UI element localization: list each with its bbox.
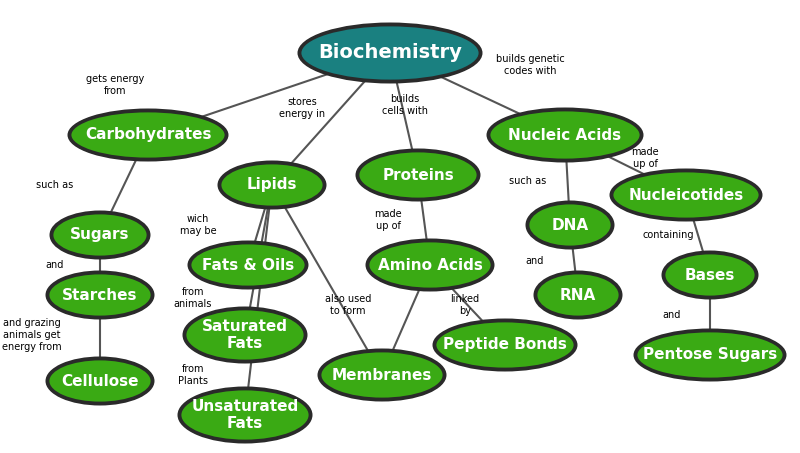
Text: Nucleicotides: Nucleicotides	[628, 188, 744, 202]
Text: Proteins: Proteins	[382, 168, 454, 183]
Ellipse shape	[50, 211, 150, 260]
Text: from
Plants: from Plants	[178, 364, 208, 386]
Text: Sugars: Sugars	[70, 227, 130, 242]
Ellipse shape	[433, 318, 578, 371]
Ellipse shape	[435, 321, 575, 369]
Ellipse shape	[218, 160, 326, 209]
Text: Fats & Oils: Fats & Oils	[202, 257, 294, 273]
Ellipse shape	[528, 203, 612, 247]
Text: Biochemistry: Biochemistry	[318, 43, 462, 63]
Text: Membranes: Membranes	[332, 367, 432, 382]
Text: Carbohydrates: Carbohydrates	[85, 127, 211, 143]
Text: and: and	[526, 256, 544, 266]
Ellipse shape	[318, 348, 446, 401]
Text: Starches: Starches	[62, 288, 138, 303]
Ellipse shape	[298, 23, 482, 83]
Ellipse shape	[536, 273, 620, 317]
Text: Unsaturated
Fats: Unsaturated Fats	[191, 399, 298, 431]
Ellipse shape	[52, 213, 148, 257]
Ellipse shape	[526, 201, 614, 250]
Text: DNA: DNA	[551, 217, 589, 232]
Ellipse shape	[300, 25, 480, 81]
Ellipse shape	[46, 270, 154, 319]
Text: stores
energy in: stores energy in	[279, 97, 325, 119]
Ellipse shape	[634, 328, 786, 381]
Text: linked
by: linked by	[450, 294, 479, 316]
Ellipse shape	[355, 149, 481, 202]
Ellipse shape	[366, 238, 494, 291]
Text: also used
to form: also used to form	[325, 294, 371, 316]
Text: Pentose Sugars: Pentose Sugars	[643, 347, 777, 362]
Text: Cellulose: Cellulose	[62, 374, 138, 389]
Ellipse shape	[662, 251, 758, 299]
Ellipse shape	[489, 110, 641, 160]
Text: made
up of: made up of	[374, 209, 402, 231]
Ellipse shape	[320, 351, 444, 399]
Text: builds
cells with: builds cells with	[382, 94, 428, 116]
Ellipse shape	[486, 107, 643, 163]
Text: Amino Acids: Amino Acids	[378, 257, 482, 273]
Text: Lipids: Lipids	[246, 178, 298, 193]
Text: Peptide Bonds: Peptide Bonds	[443, 337, 567, 352]
Ellipse shape	[190, 243, 306, 287]
Ellipse shape	[220, 163, 324, 207]
Text: such as: such as	[36, 180, 74, 190]
Ellipse shape	[48, 273, 152, 317]
Text: gets energy
from: gets energy from	[86, 74, 144, 96]
Text: Bases: Bases	[685, 268, 735, 283]
Ellipse shape	[178, 386, 313, 443]
Text: RNA: RNA	[560, 288, 596, 303]
Text: and grazing
animals get
energy from: and grazing animals get energy from	[2, 318, 62, 352]
Ellipse shape	[368, 241, 492, 289]
Text: builds genetic
codes with: builds genetic codes with	[496, 54, 564, 76]
Ellipse shape	[664, 253, 756, 297]
Ellipse shape	[534, 270, 622, 319]
Ellipse shape	[185, 309, 305, 361]
Text: containing: containing	[642, 230, 694, 240]
Text: from
animals: from animals	[174, 287, 212, 309]
Text: and: and	[663, 310, 681, 320]
Text: and: and	[46, 260, 64, 270]
Ellipse shape	[67, 109, 229, 162]
Text: wich
may be: wich may be	[180, 214, 216, 236]
Text: Saturated
Fats: Saturated Fats	[202, 319, 288, 351]
Ellipse shape	[612, 171, 760, 219]
Text: such as: such as	[510, 176, 546, 186]
Ellipse shape	[358, 151, 478, 199]
Ellipse shape	[636, 331, 784, 379]
Ellipse shape	[46, 357, 154, 405]
Ellipse shape	[182, 307, 307, 363]
Ellipse shape	[180, 389, 310, 441]
Ellipse shape	[70, 111, 226, 159]
Text: Nucleic Acids: Nucleic Acids	[509, 127, 622, 143]
Ellipse shape	[48, 359, 152, 403]
Text: made
up of: made up of	[631, 147, 659, 169]
Ellipse shape	[610, 169, 762, 222]
Ellipse shape	[187, 241, 309, 289]
